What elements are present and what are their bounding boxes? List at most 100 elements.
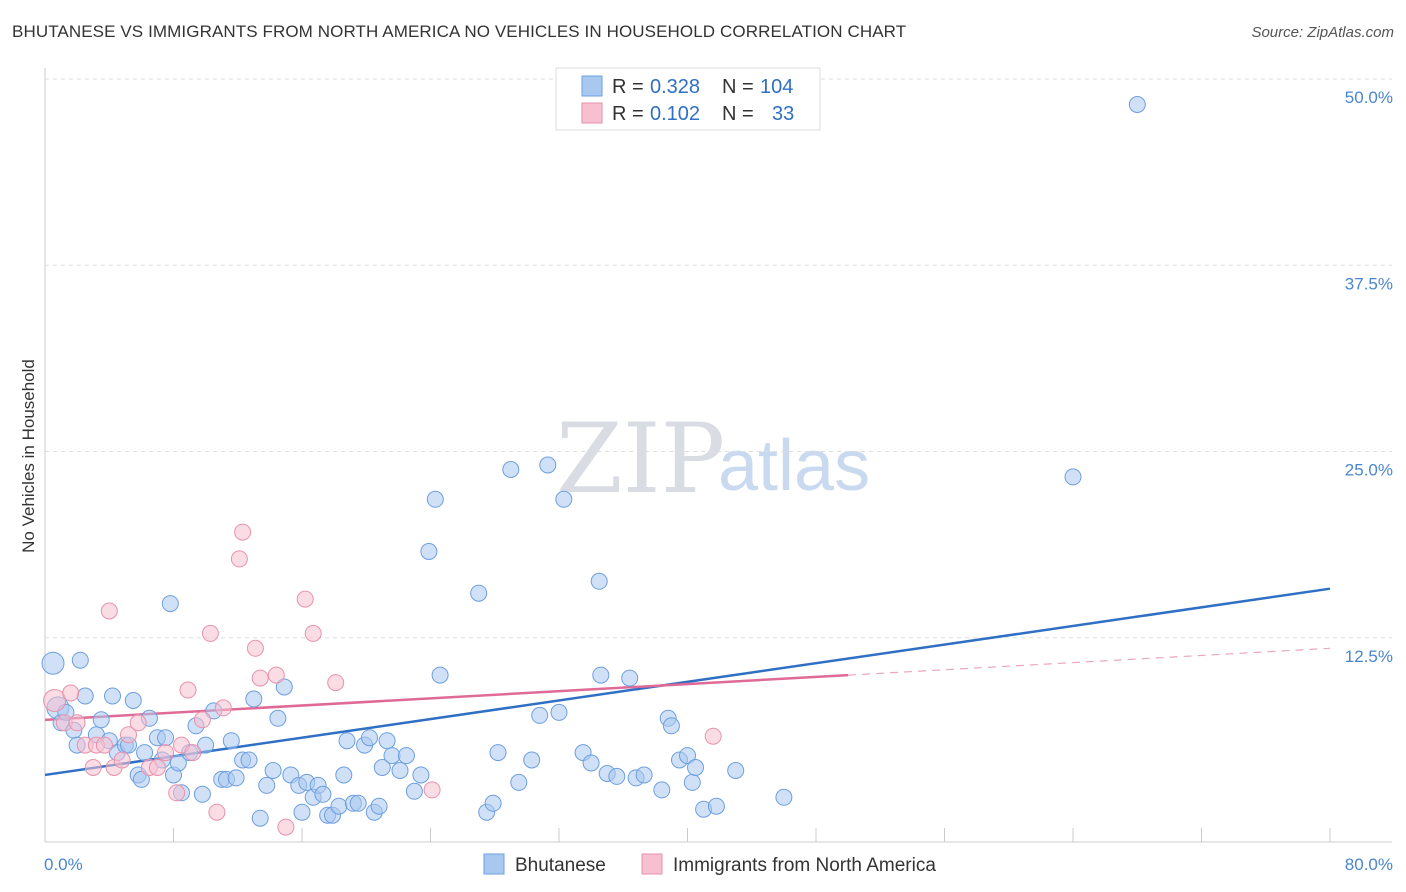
point-bhutanese [502, 461, 520, 478]
point-bhutanese [510, 773, 528, 791]
point-bhutanese [531, 706, 549, 724]
point-bhutanese [582, 754, 600, 772]
point-bhutanese [1064, 468, 1082, 486]
y-tick-label: 50.0% [1345, 88, 1393, 107]
point-bhutanese [397, 747, 415, 765]
point-bhutanese [245, 690, 263, 708]
point-immigrants [267, 666, 285, 684]
point-immigrants [251, 669, 269, 687]
bottom-legend-swatch-bhutanese [483, 853, 505, 875]
point-bhutanese [383, 747, 401, 765]
point-bhutanese [104, 687, 121, 705]
point-bhutanese [258, 776, 276, 794]
watermark-atlas: atlas [718, 426, 870, 506]
point-bhutanese [687, 759, 704, 776]
point-bhutanese [157, 729, 174, 747]
y-tick-label: 25.0% [1345, 461, 1393, 480]
point-immigrants [296, 590, 314, 608]
point-immigrants [148, 759, 166, 776]
bottom-legend-label-bhutanese: Bhutanese [515, 855, 606, 876]
legend-n-value: 33 [772, 103, 794, 125]
trend-lines [44, 587, 1331, 777]
point-immigrants [95, 736, 113, 754]
legend-r-value: 0.328 [650, 76, 700, 98]
point-bhutanese [264, 762, 282, 779]
legend-r-value: 0.102 [650, 103, 700, 125]
chart-source: Source: ZipAtlas.com [1251, 24, 1394, 41]
watermark-zip: ZIP [556, 403, 725, 515]
point-immigrants [208, 803, 226, 821]
point-bhutanese [470, 584, 488, 602]
x-tick-label: 0.0% [44, 855, 83, 874]
legend-r-label: R = [612, 76, 644, 98]
point-bhutanese [621, 669, 639, 687]
trend-line-immigrants [44, 673, 849, 722]
point-immigrants [184, 744, 202, 762]
legend-n-label: N = [722, 76, 754, 98]
point-bhutanese [373, 759, 391, 776]
point-immigrants [423, 781, 441, 799]
point-bhutanese [727, 762, 745, 779]
point-immigrants [113, 751, 131, 769]
point-bhutanese [683, 773, 701, 791]
point-bhutanese [592, 666, 610, 684]
y-tick-label: 12.5% [1345, 647, 1393, 666]
trend-line-immigrants-extension [848, 647, 1331, 676]
point-bhutanese [391, 762, 409, 779]
point-bhutanese [405, 782, 423, 800]
point-bhutanese [227, 769, 245, 787]
point-bhutanese [335, 766, 353, 784]
data-points [41, 96, 1146, 836]
point-bhutanese [71, 651, 89, 669]
point-bhutanese [539, 456, 557, 474]
point-immigrants [230, 550, 248, 568]
point-bhutanese [136, 744, 154, 762]
point-bhutanese [197, 736, 215, 754]
x-tick-label: 80.0% [1345, 855, 1393, 874]
point-bhutanese [349, 794, 367, 812]
point-bhutanese [662, 717, 680, 735]
point-bhutanese [132, 770, 150, 788]
point-bhutanese [635, 766, 653, 784]
point-bhutanese [484, 794, 502, 812]
legend-swatch-immigrants [581, 102, 603, 124]
point-bhutanese [590, 572, 608, 590]
point-immigrants [120, 726, 137, 744]
point-immigrants [201, 624, 219, 642]
point-immigrants [234, 523, 252, 541]
point-bhutanese [412, 766, 430, 784]
point-immigrants [43, 689, 67, 712]
point-immigrants [84, 759, 102, 776]
point-bhutanese [420, 543, 438, 560]
point-bhutanese [222, 732, 240, 750]
point-immigrants [179, 681, 197, 699]
point-bhutanese [707, 797, 725, 815]
point-bhutanese [251, 809, 269, 827]
point-bhutanese [338, 732, 356, 750]
point-bhutanese [489, 744, 507, 762]
bottom-legend-label-immigrants: Immigrants from North America [673, 855, 936, 876]
point-bhutanese [608, 767, 626, 785]
point-immigrants [68, 714, 86, 732]
point-immigrants [193, 711, 211, 729]
point-bhutanese [193, 785, 211, 803]
point-bhutanese [1128, 96, 1146, 113]
legend-n-value: 104 [760, 76, 793, 98]
point-immigrants [62, 684, 80, 702]
point-immigrants [168, 784, 186, 802]
point-bhutanese [76, 687, 94, 705]
trend-line-bhutanese [44, 587, 1331, 777]
legend-swatch-bhutanese [581, 75, 603, 97]
point-bhutanese [124, 692, 142, 709]
point-bhutanese [523, 751, 541, 769]
point-immigrants [304, 624, 322, 642]
point-immigrants [129, 714, 147, 732]
point-immigrants [100, 602, 118, 620]
point-bhutanese [370, 797, 388, 815]
point-bhutanese [653, 781, 671, 799]
point-bhutanese [41, 651, 65, 675]
point-immigrants [327, 674, 345, 692]
legend-box: R = 0.328 N = 104 R = 0.102 N = 33 [555, 67, 821, 131]
point-bhutanese [275, 678, 293, 696]
